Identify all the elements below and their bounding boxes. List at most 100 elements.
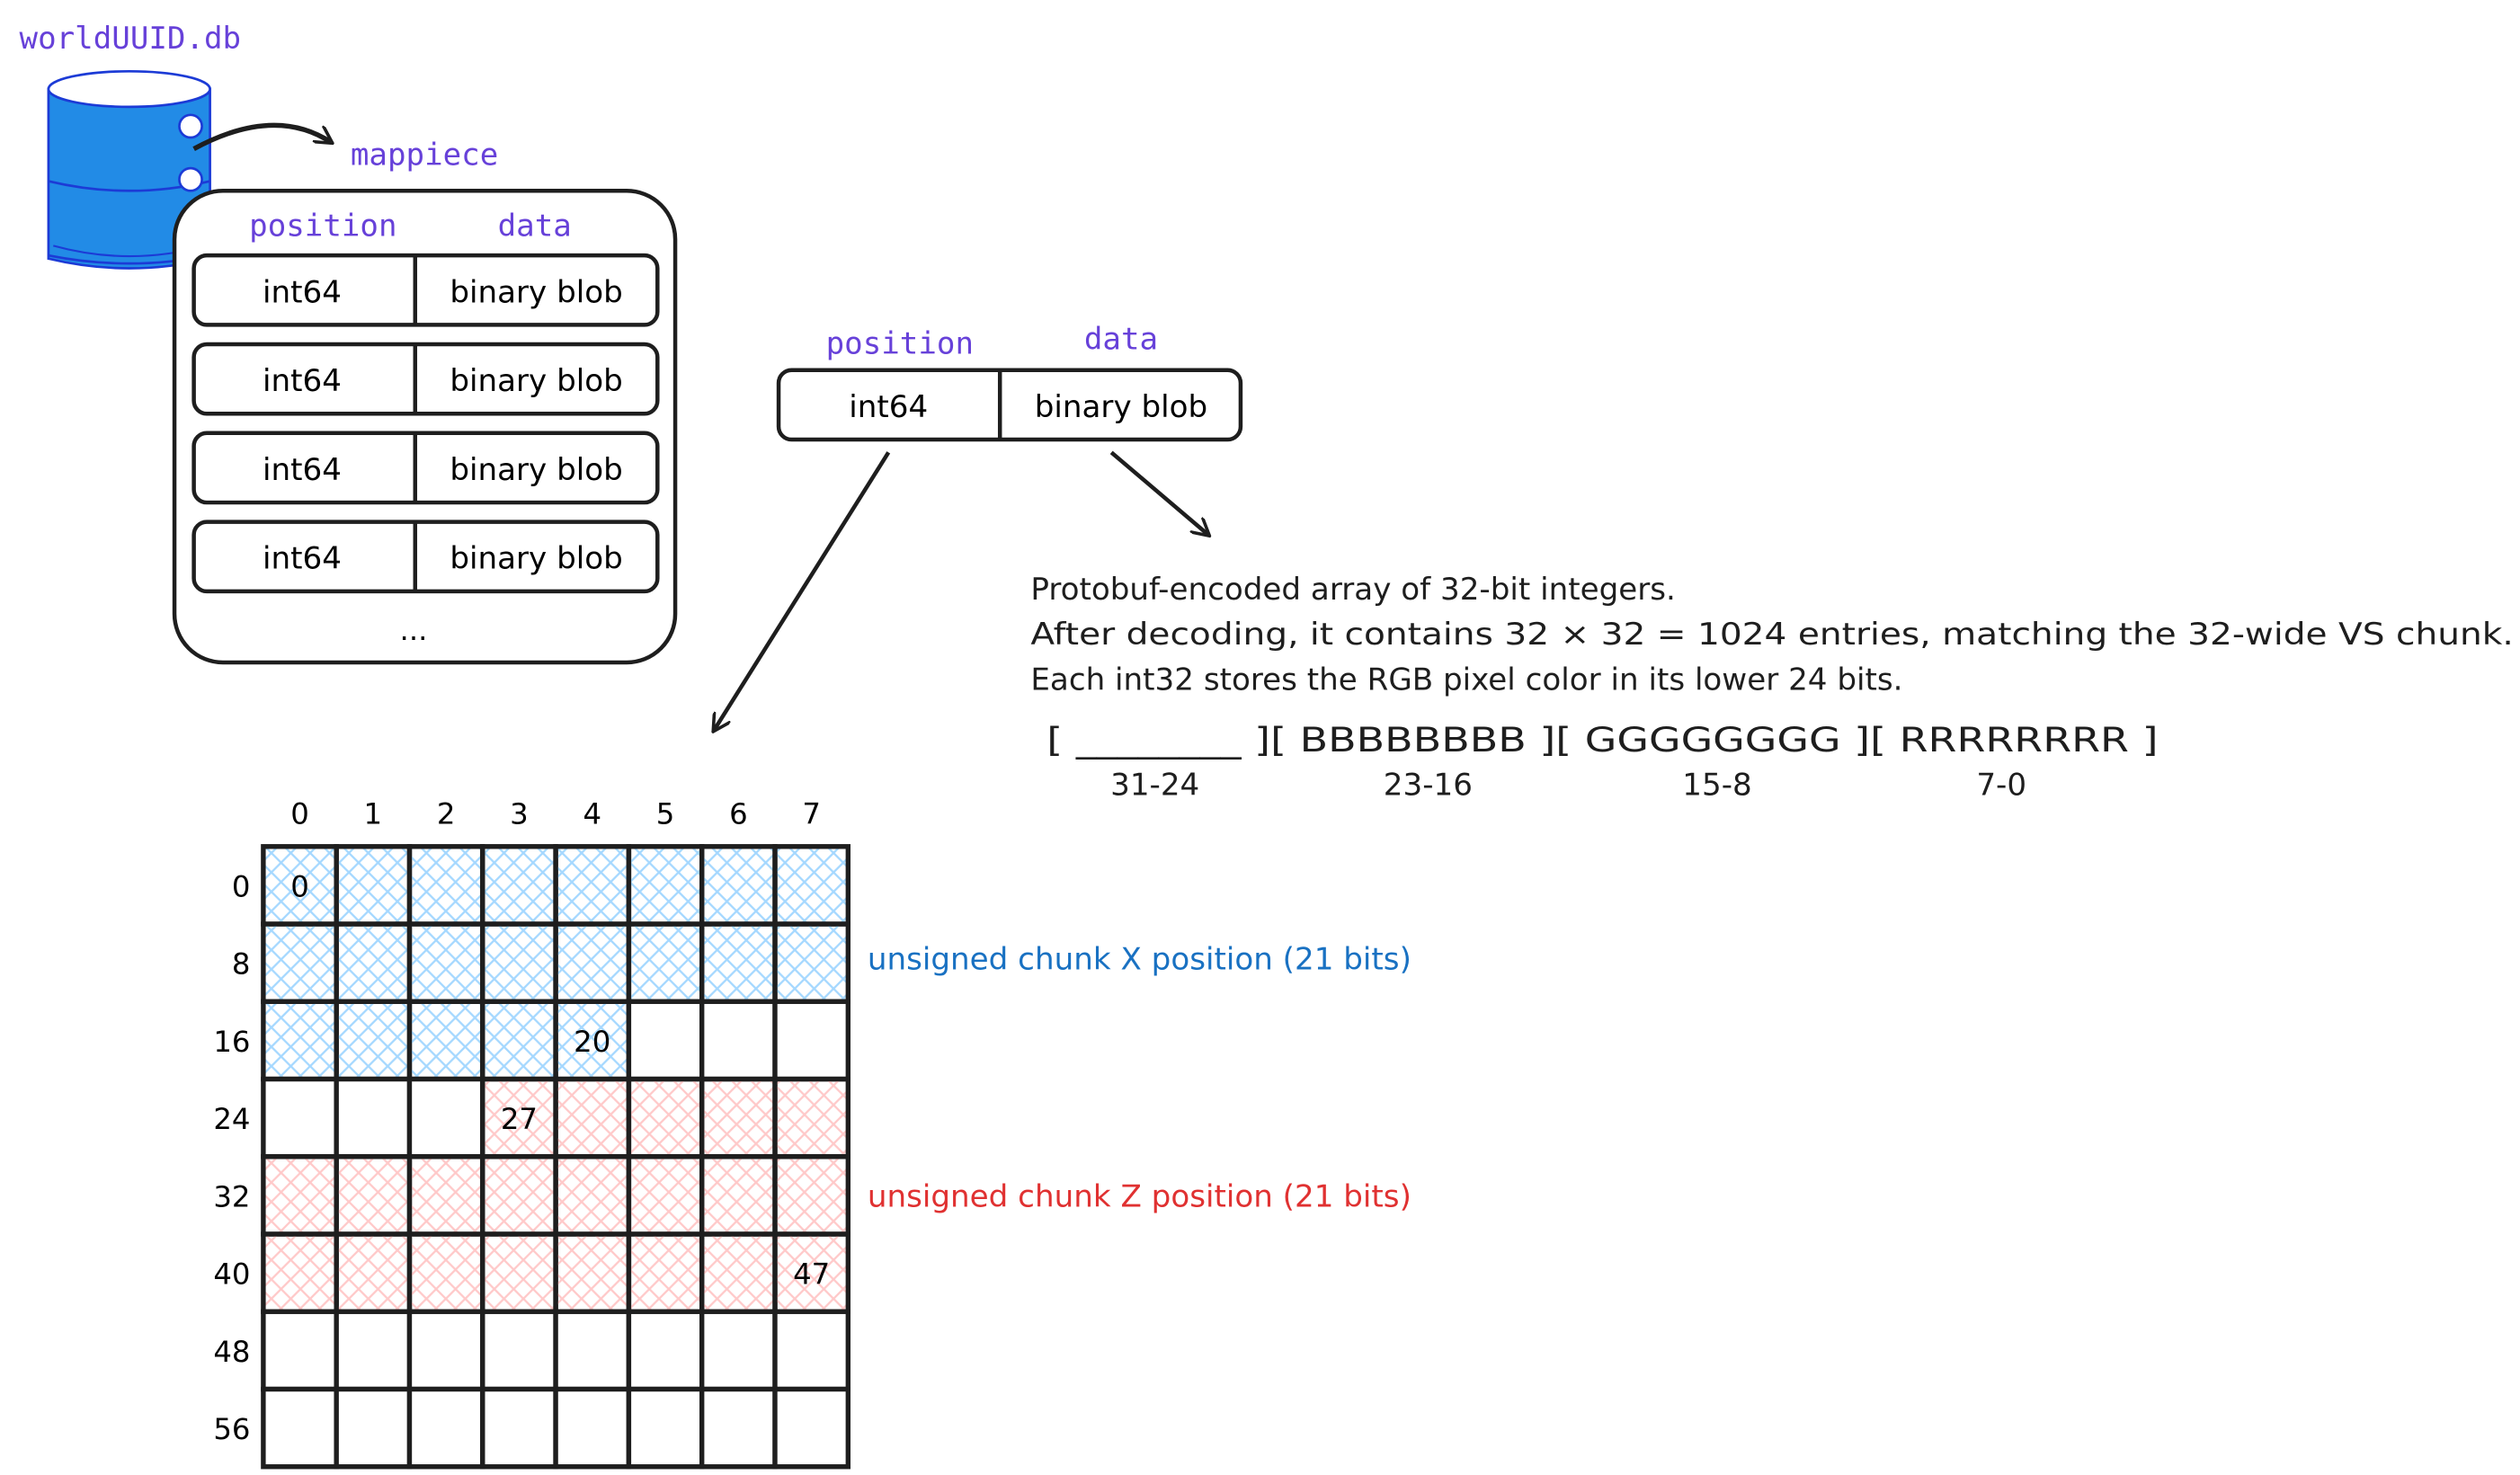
- row-label: 8: [232, 947, 251, 982]
- row-data: binary blob: [450, 274, 622, 310]
- row-position: int64: [263, 274, 342, 310]
- bit-cell-x: [553, 999, 632, 1082]
- row-label: 48: [213, 1335, 250, 1369]
- arrow-to-description: [1109, 450, 1208, 535]
- bit-cell-z: [626, 1154, 705, 1237]
- bit-cell-z: [699, 1076, 778, 1160]
- bit-cell-x: [334, 844, 413, 927]
- table-row: int64 binary blob: [191, 253, 660, 327]
- bit-cell-x: [480, 844, 558, 927]
- bit-cell-x: [334, 999, 413, 1082]
- bit-cell-x: [334, 921, 413, 1004]
- description-line-2: After decoding, it contains 32 × 32 = 10…: [1030, 617, 2513, 653]
- bit-cell: [261, 1386, 339, 1470]
- bit-cell-x: [699, 844, 778, 927]
- bit-cell-z: [699, 1231, 778, 1314]
- bit-cell-z: [626, 1231, 705, 1314]
- bit-cell-x: [261, 999, 339, 1082]
- pixel-bit-layout: [ ________ ][ BBBBBBBB ][ GGGGGGGG ][ RR…: [1046, 720, 2158, 760]
- bit-cell: [699, 1386, 778, 1470]
- table-row: int64 binary blob: [191, 431, 660, 505]
- bit-cell-z: [480, 1154, 558, 1237]
- bit-index-label: 47: [793, 1257, 830, 1292]
- bit-cell-z: [406, 1154, 485, 1237]
- column-label: 1: [364, 797, 383, 831]
- bit-cell-z: [334, 1231, 413, 1314]
- bit-cell: [553, 1386, 632, 1470]
- bit-index-label: 27: [501, 1102, 538, 1136]
- bit-cell-z: [480, 1231, 558, 1314]
- column-label: 4: [583, 797, 601, 831]
- bit-cell: [406, 1309, 485, 1392]
- bit-cell: [480, 1386, 558, 1470]
- record-header-position: position: [826, 326, 974, 362]
- row-label: 32: [213, 1179, 250, 1213]
- bit-range-red: 7-0: [1976, 767, 2026, 803]
- table-row: int64 binary blob: [191, 520, 660, 594]
- bit-cell-z: [553, 1076, 632, 1160]
- row-data: binary blob: [450, 363, 622, 399]
- bit-cell: [480, 1309, 558, 1392]
- table-header-data: data: [498, 209, 572, 244]
- row-label: 40: [213, 1257, 250, 1292]
- bit-cell: [334, 1386, 413, 1470]
- bit-cell-x: [772, 844, 851, 927]
- record-row: int64 binary blob: [776, 368, 1243, 442]
- row-data: binary blob: [450, 452, 622, 488]
- bit-cell: [772, 1309, 851, 1392]
- bit-cell-x: [406, 844, 485, 927]
- arrow-to-bit-grid: [714, 451, 891, 730]
- row-position: int64: [263, 363, 342, 399]
- bit-cell: [772, 1386, 851, 1470]
- bit-cell-x: [626, 844, 705, 927]
- bit-cell-x: [480, 921, 558, 1004]
- region-z-label: unsigned chunk Z position (21 bits): [868, 1178, 1411, 1214]
- bit-cell: [699, 1309, 778, 1392]
- row-position: int64: [263, 452, 342, 488]
- record-data: binary blob: [1035, 389, 1207, 425]
- bit-range-alpha: 31-24: [1110, 767, 1199, 803]
- bit-cell-x: [480, 999, 558, 1082]
- bit-cell-z: [553, 1231, 632, 1314]
- bit-cell: [699, 999, 778, 1082]
- bit-cell-z: [261, 1154, 339, 1237]
- bit-cell-z: [406, 1231, 485, 1314]
- bit-cell-z: [334, 1154, 413, 1237]
- bit-cell: [626, 1309, 705, 1392]
- row-label: 24: [213, 1102, 250, 1136]
- record-position: int64: [849, 389, 928, 425]
- column-label: 6: [729, 797, 748, 831]
- bit-cell-z: [261, 1231, 339, 1314]
- column-label: 5: [656, 797, 675, 831]
- bit-cell-z: [772, 1231, 851, 1314]
- bit-cell: [772, 999, 851, 1082]
- column-label: 3: [510, 797, 529, 831]
- bit-index-label: 0: [290, 869, 309, 903]
- description-line-1: Protobuf-encoded array of 32-bit integer…: [1030, 572, 1676, 608]
- database-name: worldUUID.db: [20, 21, 242, 57]
- row-position: int64: [263, 541, 342, 577]
- bit-cell-z: [699, 1154, 778, 1237]
- bit-range-green: 15-8: [1682, 767, 1751, 803]
- bit-index-label: 20: [574, 1025, 610, 1059]
- database-icon: [47, 69, 211, 270]
- bit-cell: [553, 1309, 632, 1392]
- bit-cell-x: [626, 921, 705, 1004]
- bit-cell: [334, 1309, 413, 1392]
- bit-cell-x: [553, 844, 632, 927]
- row-label: 16: [213, 1025, 250, 1059]
- table-row: int64 binary blob: [191, 342, 660, 416]
- arrow-to-table: [192, 122, 332, 151]
- bit-cell-x: [553, 921, 632, 1004]
- bit-cell-x: [406, 999, 485, 1082]
- table-more-rows: ...: [400, 613, 428, 647]
- column-label: 0: [290, 797, 309, 831]
- region-x-label: unsigned chunk X position (21 bits): [868, 941, 1411, 977]
- table-name: mappiece: [351, 138, 498, 173]
- bit-cell: [626, 999, 705, 1082]
- row-data: binary blob: [450, 541, 622, 577]
- bit-cell-z: [772, 1154, 851, 1237]
- bit-cell: [626, 1386, 705, 1470]
